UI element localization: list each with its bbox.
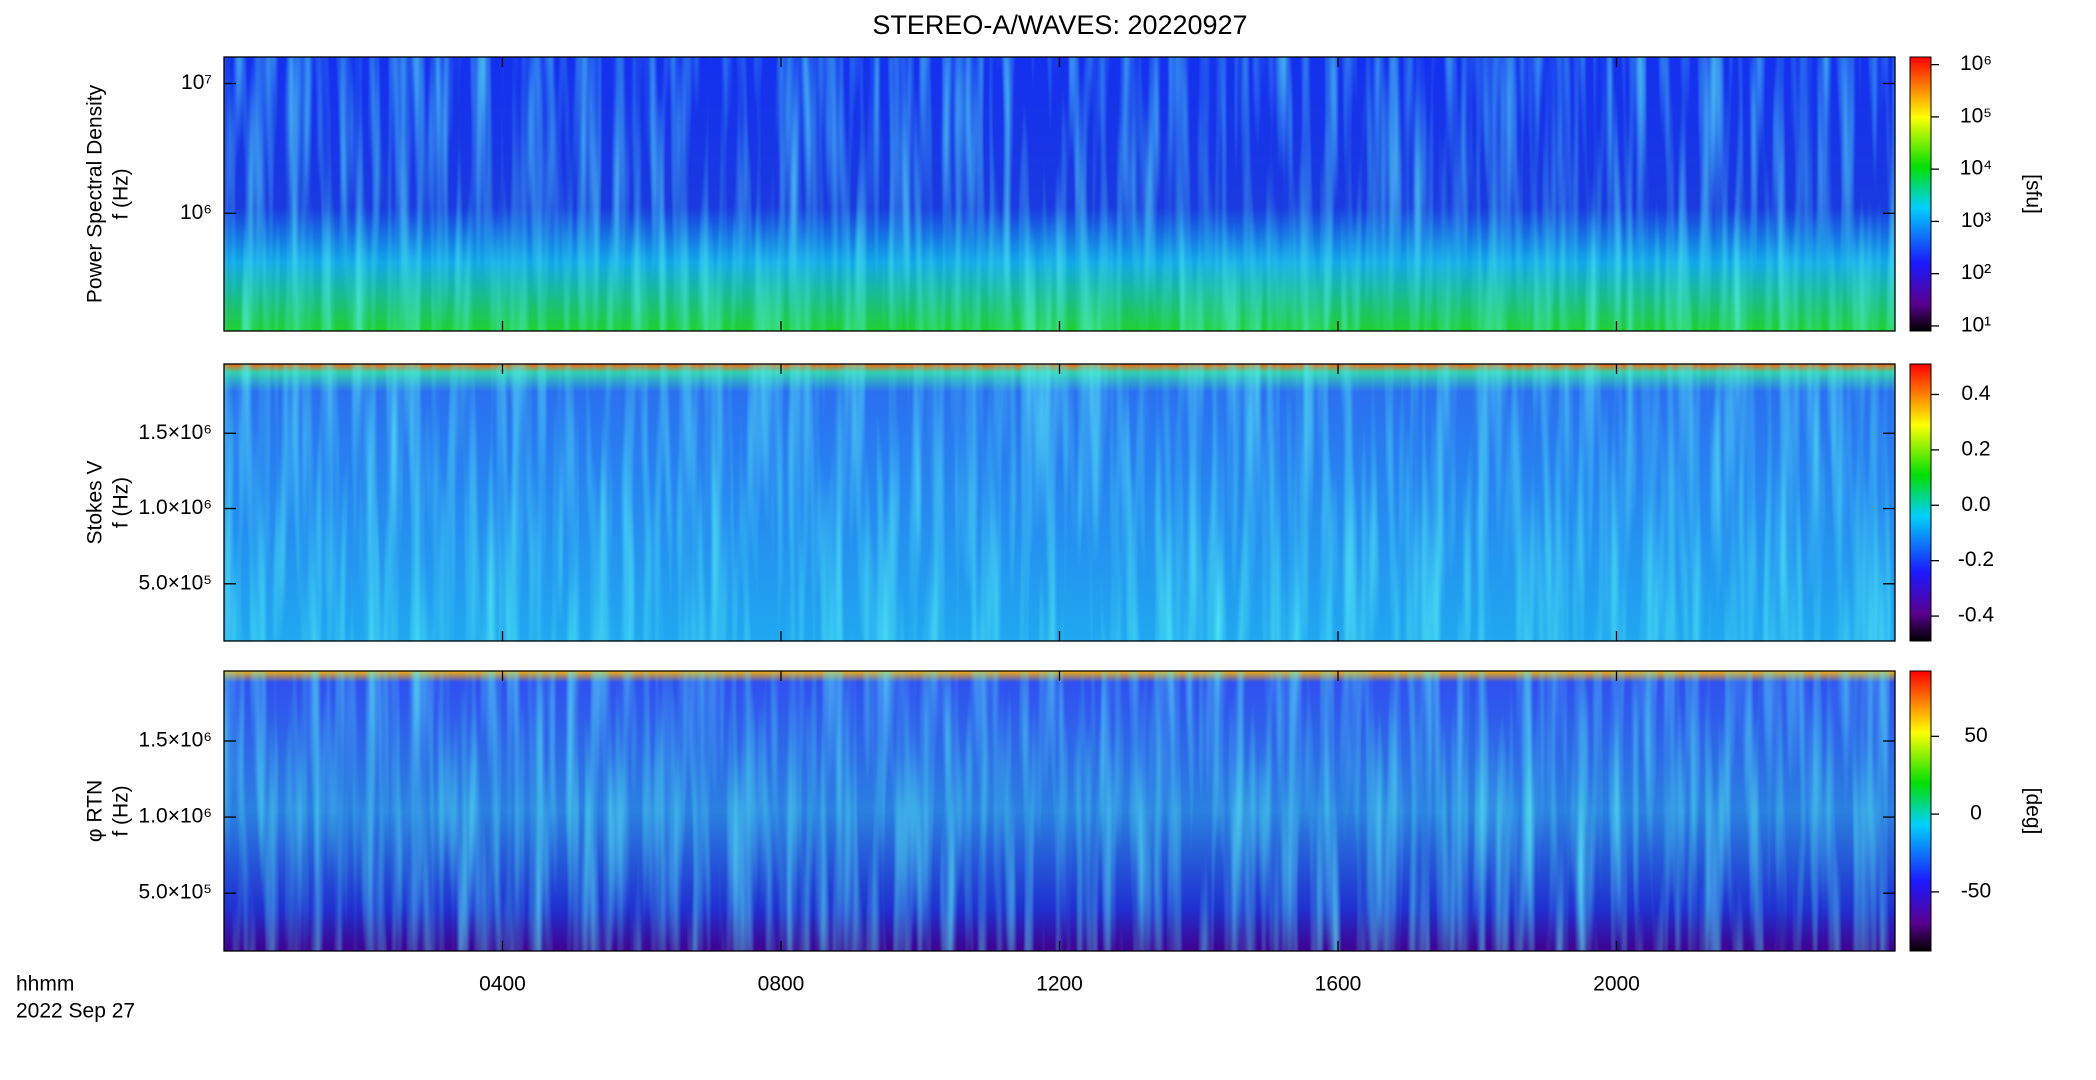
date-label: 2022 Sep 27 [16,1000,135,1023]
spectrogram-texture [224,364,1895,641]
y-tick-label: 5.0×10⁵ [138,881,212,904]
x-tick-label: 2000 [1593,973,1640,996]
colorbar-tick-label: 0.0 [1961,493,1990,516]
y-tick-label: 1.5×10⁶ [139,421,212,444]
colorbar-tick-label: 50 [1964,724,1987,747]
colorbar-tick-label: -0.4 [1958,604,1995,627]
colorbar-tick-label: 0.2 [1961,437,1990,460]
colorbar-tick-label: 10³ [1961,209,1991,232]
y-axis-label: f (Hz) [110,785,133,836]
y-axis-label: φ RTN [84,780,107,842]
y-tick-label: 1.0×10⁶ [139,805,212,828]
colorbar-tick-label: 10⁶ [1960,52,1992,75]
colorbar-tick-label: -50 [1961,879,1991,902]
colorbar-tick-label: 10⁴ [1960,157,1992,180]
colorbar-tick-label: -0.2 [1958,548,1994,571]
x-tick-label: 0400 [479,973,526,996]
y-axis-label: f (Hz) [110,168,133,219]
colorbar-tick-label: 0 [1970,802,1982,825]
y-tick-label: 1.0×10⁶ [139,496,212,519]
spectrogram-texture [224,671,1895,951]
x-tick-label: 0800 [758,973,805,996]
colorbar-tick-label: 10⁵ [1960,104,1992,127]
x-tick-label: 1200 [1036,973,1083,996]
colorbar-tick-label: 10² [1961,261,1991,284]
y-axis-label: Stokes V [84,460,107,544]
spectrogram-texture [224,57,1895,331]
y-tick-label: 5.0×10⁵ [138,571,212,594]
colorbar [1909,363,1932,642]
x-tick-label: 1600 [1315,973,1362,996]
colorbar-tick-label: 0.4 [1961,382,1991,405]
y-tick-label: 10⁷ [181,71,212,94]
y-axis-label: f (Hz) [110,477,133,528]
figure-title: STEREO-A/WAVES: 20220927 [872,10,1247,40]
y-tick-label: 10⁶ [180,201,212,224]
colorbar-label: [sfu] [2021,174,2044,214]
colorbar-tick-label: 10¹ [1961,313,1991,336]
y-axis-label: Power Spectral Density [84,84,107,303]
colorbar [1909,56,1932,332]
colorbar [1909,670,1932,952]
colorbar-label: [deg] [2021,788,2044,835]
x-axis-label: hhmm [16,973,74,996]
y-tick-label: 1.5×10⁶ [139,729,212,752]
